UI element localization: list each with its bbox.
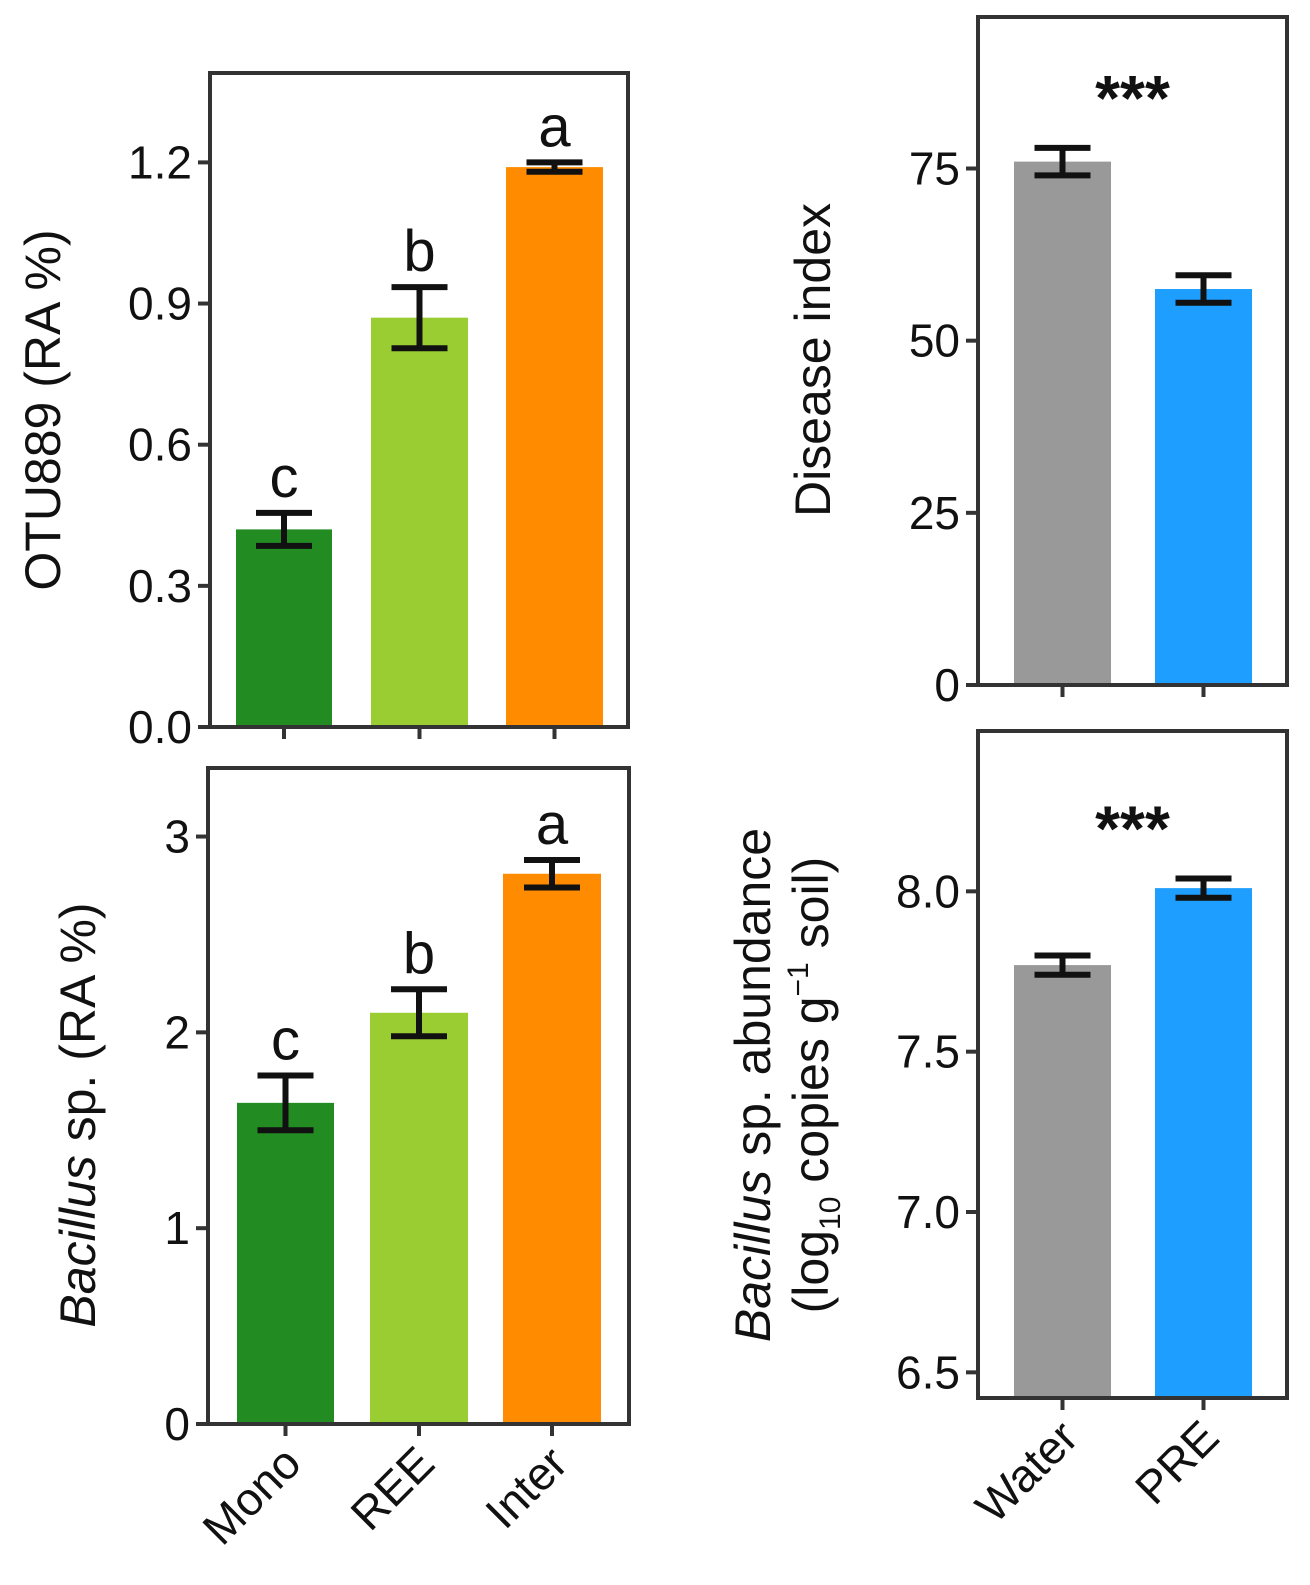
- y-tick-label: 75: [909, 143, 960, 195]
- y-axis-title-subscript: 10: [814, 1197, 847, 1230]
- y-tick-label: 0: [164, 1398, 190, 1450]
- bar-water: [1014, 161, 1111, 686]
- error-bar-inter: [526, 159, 583, 175]
- x-tick-label-inter: Inter: [475, 1436, 577, 1538]
- bar-mono: [236, 529, 332, 727]
- y-tick-label: 8.0: [896, 865, 960, 917]
- bar-water: [1014, 965, 1111, 1398]
- bar-ree: [370, 1012, 468, 1424]
- y-axis-title: Disease index: [785, 203, 841, 517]
- y-tick-label: 3: [164, 811, 190, 863]
- error-bar-pre: [1175, 272, 1232, 306]
- significance-stars: ***: [1095, 62, 1170, 134]
- y-axis-title-superscript: −1: [782, 962, 815, 996]
- error-bar-inter: [524, 857, 580, 891]
- y-tick-label: 0.3: [128, 560, 192, 612]
- error-bar-ree: [391, 986, 447, 1040]
- chart-disease-index: *** 0 25 50 75 Disease index: [785, 15, 1289, 711]
- significance-letter-mono: c: [270, 445, 299, 510]
- plot-frame: [976, 729, 1289, 1400]
- y-axis-title-part: Bacillus: [725, 1170, 781, 1342]
- error-bar-mono: [256, 509, 312, 549]
- y-tick-label: 7.0: [896, 1186, 960, 1238]
- significance-letter-mono: c: [271, 1007, 300, 1072]
- x-tick-label-ree: REE: [340, 1436, 444, 1540]
- y-tick-label: 1.2: [128, 136, 192, 188]
- y-tick-label: 0.0: [128, 701, 192, 753]
- error-bar-ree: [391, 284, 448, 352]
- significance-letter-ree: b: [403, 921, 435, 986]
- y-tick-label: 0.9: [128, 278, 192, 330]
- chart-bacillus-abundance: *** 6.5 7.0 7.5 8.0 Water PRE Bacillus sp. abun…: [725, 729, 1289, 1533]
- significance-letter-ree: b: [403, 219, 435, 284]
- bar-pre: [1155, 289, 1252, 685]
- y-axis-title-part: (log: [783, 1230, 839, 1313]
- y-tick-label: 25: [909, 487, 960, 539]
- chart-bacillus-ra: c b a 0 1 2 3 Mono REE Inter Bacillus sp. (RA %): [50, 766, 631, 1554]
- y-tick-label: 7.5: [896, 1026, 960, 1078]
- y-tick-label: 6.5: [896, 1346, 960, 1398]
- x-tick-label-pre: PRE: [1125, 1410, 1229, 1514]
- y-tick-label: 0: [934, 659, 960, 711]
- bar-inter: [506, 167, 603, 728]
- error-bar-water: [1034, 952, 1091, 978]
- y-axis-title: Bacillus sp. (RA %): [50, 902, 106, 1327]
- chart-otu889: c b a 0.0 0.3 0.6 0.9 1.2 OTU889 (RA %): [15, 71, 630, 753]
- y-tick-label: 0.6: [128, 419, 192, 471]
- plot-frame: [976, 15, 1289, 687]
- error-bar-pre: [1175, 875, 1232, 901]
- bar-inter: [503, 873, 601, 1424]
- y-axis-title-part: sp. (RA %): [50, 902, 106, 1155]
- error-bar-mono: [257, 1072, 314, 1134]
- error-bar-water: [1034, 144, 1091, 179]
- y-axis-title-part: Bacillus: [50, 1155, 106, 1327]
- bar-ree: [371, 317, 468, 727]
- y-axis-title: OTU889 (RA %): [15, 229, 71, 590]
- y-axis-title-line2: (log10 copies g−1 soil): [782, 857, 847, 1314]
- x-tick-label-mono: Mono: [192, 1436, 310, 1554]
- y-tick-label: 1: [164, 1202, 190, 1254]
- x-tick-label-water: Water: [965, 1410, 1087, 1532]
- significance-stars: ***: [1095, 793, 1170, 865]
- bar-mono: [237, 1102, 334, 1424]
- y-axis-title-part: soil): [783, 857, 839, 963]
- bar-pre: [1155, 888, 1252, 1398]
- significance-letter-inter: a: [538, 94, 571, 159]
- y-tick-label: 2: [164, 1006, 190, 1058]
- y-axis-title-part: sp. abundance: [725, 828, 781, 1170]
- y-axis-title-part: copies g: [783, 996, 839, 1196]
- y-axis-title-line1: Bacillus sp. abundance: [725, 828, 781, 1342]
- significance-letter-inter: a: [536, 792, 569, 857]
- y-tick-label: 50: [909, 315, 960, 367]
